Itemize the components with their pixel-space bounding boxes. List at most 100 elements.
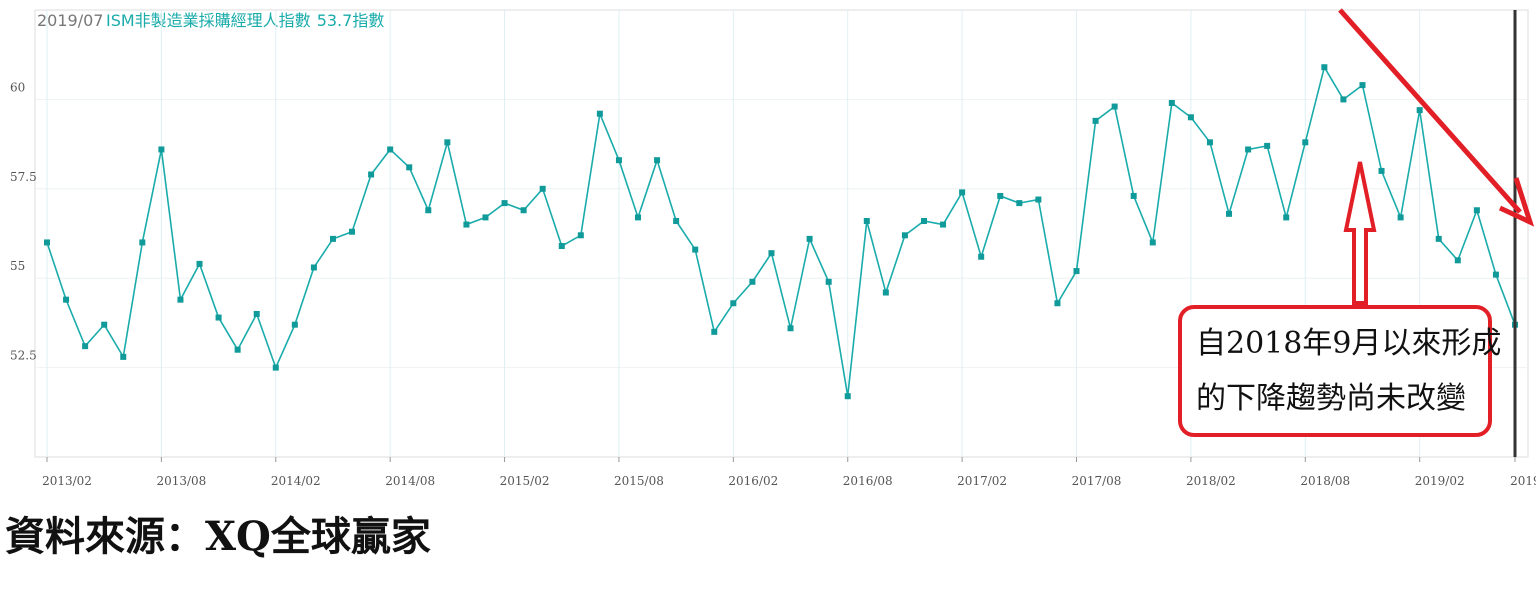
point bbox=[730, 300, 737, 307]
point bbox=[1016, 200, 1023, 207]
point bbox=[673, 217, 680, 224]
point bbox=[768, 250, 775, 257]
point bbox=[787, 325, 794, 332]
point bbox=[120, 353, 127, 360]
annotation-box bbox=[1178, 305, 1492, 437]
point bbox=[1073, 268, 1080, 275]
y-tick-label: 57.5 bbox=[10, 170, 37, 184]
series-line bbox=[46, 65, 1516, 397]
point bbox=[901, 232, 908, 239]
point bbox=[1473, 207, 1480, 214]
point bbox=[463, 221, 470, 228]
point bbox=[1416, 107, 1423, 114]
annotation-line: 的下降趨勢尚未改變 bbox=[1196, 381, 1466, 416]
x-tick-label: 2015/08 bbox=[614, 474, 664, 488]
point bbox=[806, 235, 813, 242]
point bbox=[749, 278, 756, 285]
x-tick-label: 2018/02 bbox=[1186, 474, 1236, 488]
x-tick-label: 2016/02 bbox=[728, 474, 778, 488]
point bbox=[387, 146, 394, 153]
point bbox=[1302, 139, 1309, 146]
point bbox=[1264, 142, 1271, 149]
annotation-line: 自2018年9月以來形成 bbox=[1196, 326, 1501, 361]
trend-arrow-head bbox=[1498, 177, 1535, 227]
point bbox=[1397, 214, 1404, 221]
point bbox=[349, 228, 356, 235]
point bbox=[711, 328, 718, 335]
point bbox=[215, 314, 222, 321]
point bbox=[997, 192, 1004, 199]
x-tick-label: 2019/07 bbox=[1510, 474, 1536, 488]
point bbox=[1378, 167, 1385, 174]
point bbox=[558, 243, 565, 250]
point bbox=[1492, 271, 1499, 278]
point bbox=[1130, 192, 1137, 199]
x-tick-label: 2013/08 bbox=[156, 474, 206, 488]
x-tick-label: 2017/08 bbox=[1072, 474, 1122, 488]
point bbox=[291, 321, 298, 328]
x-tick-label: 2014/02 bbox=[271, 474, 321, 488]
point bbox=[501, 200, 508, 207]
point bbox=[368, 171, 375, 178]
point bbox=[882, 289, 889, 296]
plot-frame bbox=[34, 9, 1529, 458]
x-tick-label: 2016/08 bbox=[843, 474, 893, 488]
series-name: ISM非製造業採購經理人指數 bbox=[106, 11, 311, 30]
point bbox=[863, 217, 870, 224]
header-date: 2019/07 bbox=[37, 11, 103, 30]
point bbox=[1092, 117, 1099, 124]
y-tick-label: 55 bbox=[10, 259, 25, 273]
point bbox=[1435, 235, 1442, 242]
point bbox=[844, 393, 851, 400]
point bbox=[177, 296, 184, 303]
x-tick-label: 2019/02 bbox=[1415, 474, 1465, 488]
point bbox=[234, 346, 241, 353]
point bbox=[978, 253, 985, 260]
point bbox=[329, 235, 336, 242]
point bbox=[1283, 214, 1290, 221]
point bbox=[1321, 64, 1328, 71]
y-tick-label: 52.5 bbox=[10, 349, 37, 363]
point bbox=[940, 221, 947, 228]
point bbox=[1187, 114, 1194, 121]
x-tick-label: 2018/08 bbox=[1300, 474, 1350, 488]
point bbox=[1054, 300, 1061, 307]
point bbox=[635, 214, 642, 221]
point bbox=[44, 239, 50, 246]
x-tick-label: 2017/02 bbox=[957, 474, 1007, 488]
point bbox=[654, 157, 661, 164]
point bbox=[196, 260, 203, 267]
x-tick-label: 2014/08 bbox=[385, 474, 435, 488]
point bbox=[825, 278, 832, 285]
point bbox=[539, 185, 546, 192]
point bbox=[1111, 103, 1118, 110]
trend-arrow bbox=[1338, 8, 1522, 214]
point bbox=[615, 157, 622, 164]
point bbox=[1206, 139, 1213, 146]
point bbox=[406, 164, 413, 171]
point bbox=[272, 364, 279, 371]
point bbox=[1035, 196, 1042, 203]
point bbox=[959, 189, 966, 196]
point bbox=[520, 207, 527, 214]
point bbox=[101, 321, 108, 328]
point bbox=[1226, 210, 1233, 217]
point bbox=[1359, 82, 1366, 89]
source: 資料來源：XQ全球贏家 bbox=[5, 513, 431, 560]
point bbox=[482, 214, 489, 221]
point bbox=[139, 239, 146, 246]
point bbox=[920, 217, 927, 224]
point bbox=[1340, 96, 1347, 103]
point bbox=[82, 343, 89, 350]
point bbox=[253, 310, 260, 317]
point bbox=[310, 264, 317, 271]
point bbox=[444, 139, 451, 146]
point bbox=[1245, 146, 1252, 153]
point bbox=[158, 146, 165, 153]
point bbox=[425, 207, 432, 214]
point bbox=[596, 110, 603, 117]
point bbox=[692, 246, 699, 253]
header-value: 53.7指數 bbox=[317, 11, 385, 30]
up-arrow bbox=[1343, 161, 1377, 305]
